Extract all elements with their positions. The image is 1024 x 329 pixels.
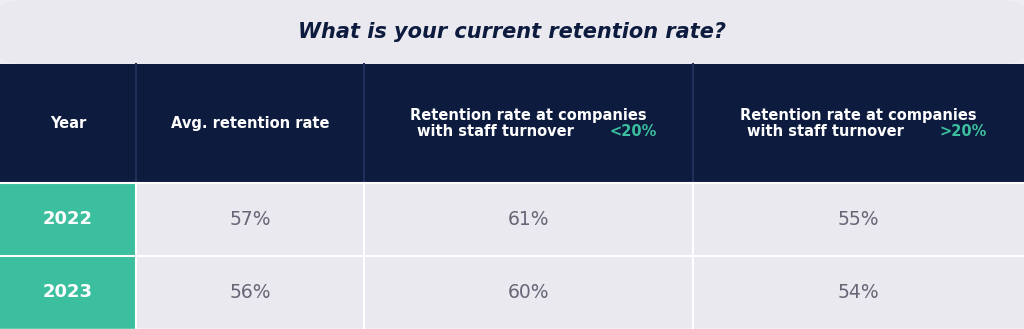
FancyBboxPatch shape [0,183,136,256]
Text: 55%: 55% [838,210,880,229]
FancyBboxPatch shape [0,256,136,329]
FancyBboxPatch shape [0,64,1024,183]
Text: 60%: 60% [508,283,549,302]
Text: with staff turnover: with staff turnover [417,124,579,139]
Text: <20%: <20% [609,124,656,139]
Text: 56%: 56% [229,283,270,302]
Text: Retention rate at companies: Retention rate at companies [740,108,977,123]
Text: What is your current retention rate?: What is your current retention rate? [298,22,726,42]
Text: 61%: 61% [508,210,549,229]
Text: >20%: >20% [939,124,987,139]
Text: 2023: 2023 [43,283,93,301]
Text: Avg. retention rate: Avg. retention rate [171,116,329,131]
Text: Retention rate at companies: Retention rate at companies [410,108,647,123]
Text: 54%: 54% [838,283,880,302]
FancyBboxPatch shape [0,256,1024,329]
Text: 57%: 57% [229,210,270,229]
Text: Year: Year [50,116,86,131]
Text: with staff turnover: with staff turnover [748,124,909,139]
FancyBboxPatch shape [0,183,1024,256]
FancyBboxPatch shape [0,0,1024,64]
Text: 2022: 2022 [43,210,93,228]
